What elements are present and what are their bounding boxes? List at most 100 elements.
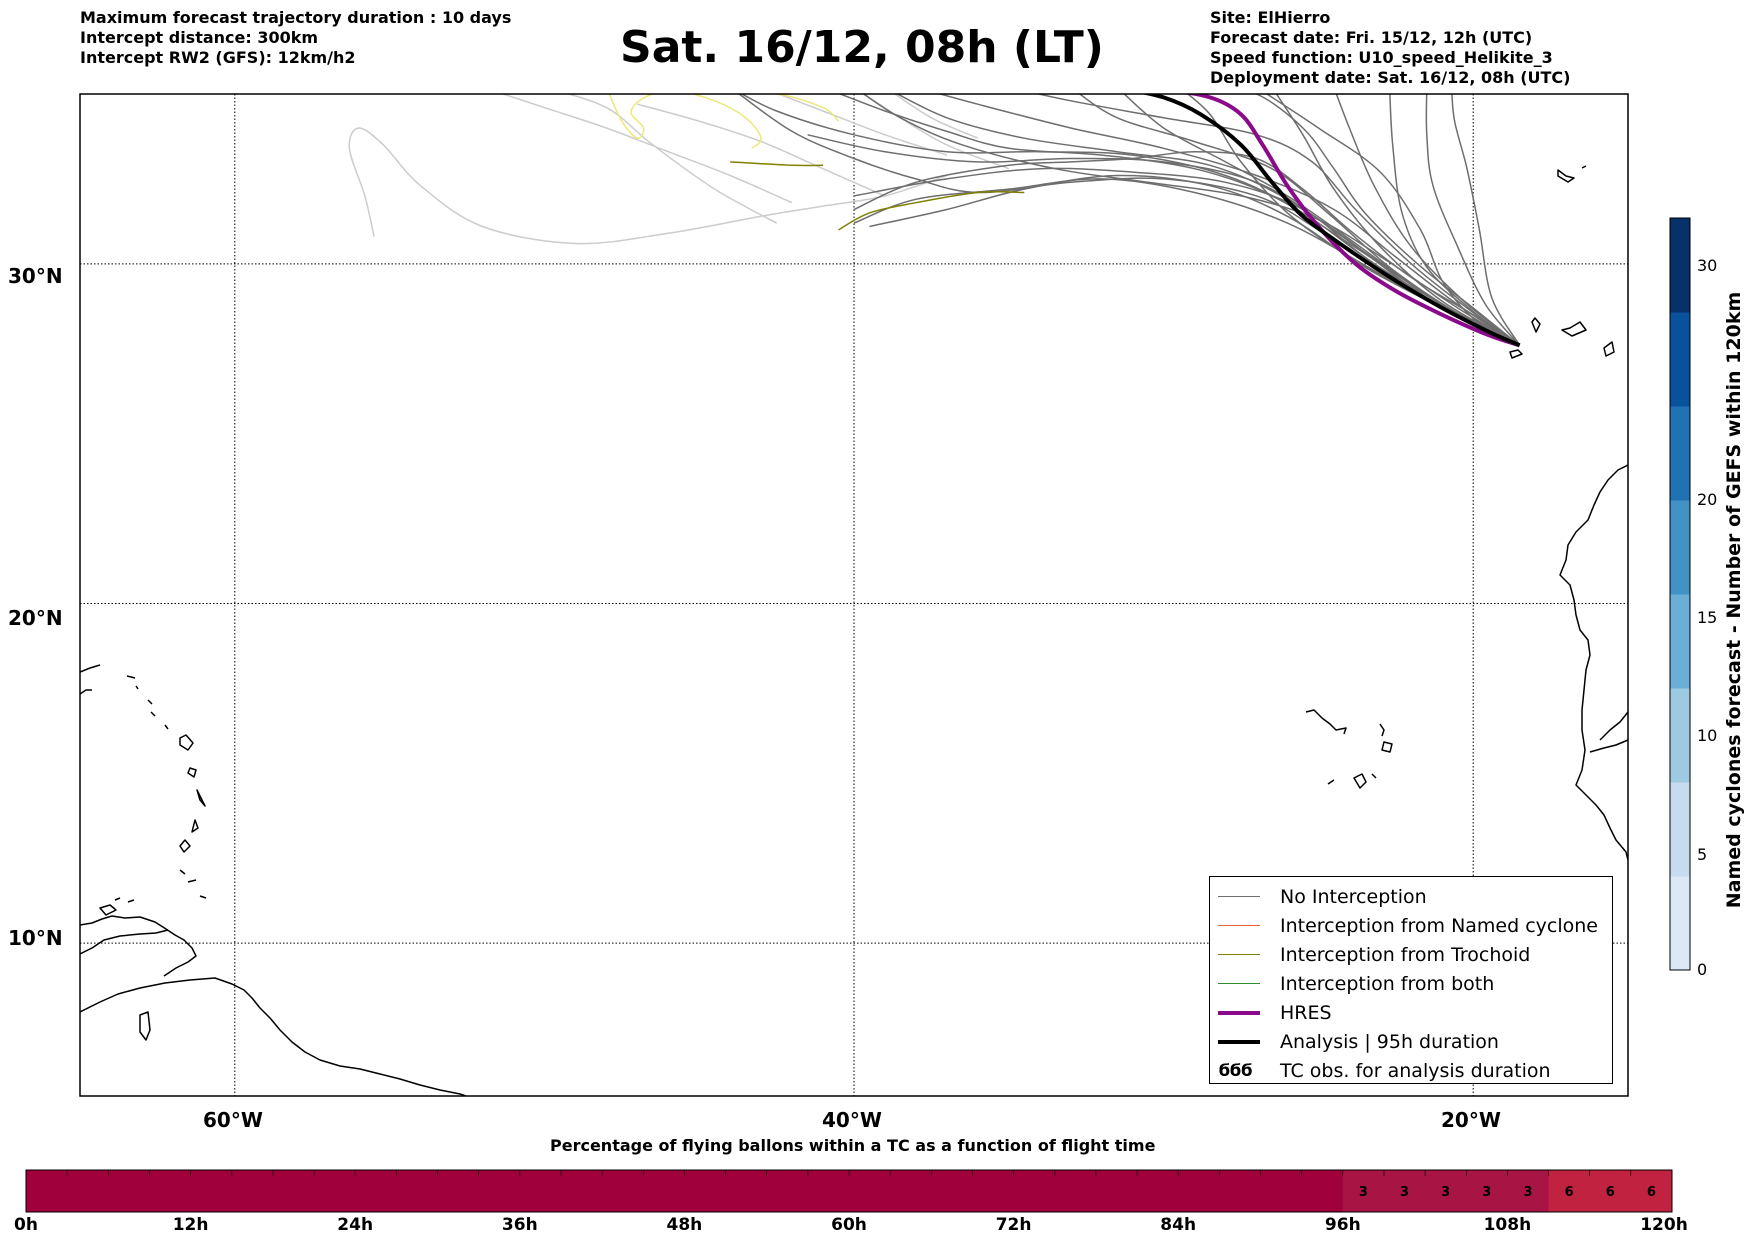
map-frame (79, 93, 1629, 1097)
map-legend: No Interception Interception from Named … (1209, 876, 1613, 1084)
trajectory-line (637, 103, 886, 197)
colorbar-tick: 10 (1697, 726, 1718, 745)
legend-swatch (1218, 954, 1260, 955)
trajectory-line (1123, 94, 1520, 346)
trajectory-line (1425, 94, 1521, 346)
trajectory-line (1451, 94, 1521, 346)
lon-label-40w: 40°W (822, 1108, 882, 1132)
timebar-value: 3 (1482, 1185, 1491, 1200)
timebar-cell (1301, 1170, 1344, 1212)
page-title: Sat. 16/12, 08h (LT) (620, 22, 1104, 73)
timebar-tick: 0h (14, 1215, 38, 1235)
intercept-rw2-text: Intercept RW2 (GFS): 12km/h2 (80, 48, 356, 67)
timebar-cell (931, 1170, 973, 1212)
legend-item-tc-obs: ϭϭϭ TC obs. for analysis duration (1218, 1056, 1604, 1085)
trajectory-line (565, 94, 777, 224)
trajectory-line (740, 94, 1520, 346)
legend-swatch (1218, 896, 1260, 897)
timebar-tick: 12h (172, 1215, 209, 1235)
timebar-cell (1054, 1170, 1097, 1212)
timebar-cell (1630, 1170, 1673, 1212)
colorbar-segment (1670, 406, 1690, 501)
timebar-cell (314, 1170, 356, 1212)
trajectory-line (738, 94, 1520, 346)
timebar-cell (1260, 1170, 1303, 1212)
timebar-cell (1548, 1170, 1591, 1212)
trajectory-analysis (1141, 94, 1521, 348)
lat-label-20: 20°N (8, 606, 63, 630)
legend-item-no-interception: No Interception (1218, 882, 1604, 911)
madeira-small (1557, 165, 1587, 183)
south-america-coast (80, 977, 467, 1096)
timebar-cell (1589, 1170, 1632, 1212)
colorbar-segment (1670, 312, 1690, 407)
timebar-frame (25, 1169, 1673, 1213)
colorbar-tick: 5 (1697, 845, 1708, 864)
legend-item-trochoid: Interception from Trochoid (1218, 940, 1604, 969)
timebar-value: 6 (1565, 1185, 1574, 1200)
colorbar-tick: 0 (1697, 960, 1708, 979)
timebar-cell (1384, 1170, 1426, 1212)
timebar-cell (972, 1170, 1014, 1212)
timebar-cell (766, 1170, 809, 1212)
tc-symbol-icon: ϭϭϭ (1218, 1060, 1253, 1081)
legend-label: HRES (1280, 1001, 1332, 1024)
timebar-tick: 24h (337, 1215, 374, 1235)
timebar-cell (1013, 1170, 1056, 1212)
colorbar-tick: 30 (1697, 256, 1718, 275)
timebar-cell (1425, 1170, 1467, 1212)
timebar-cell (108, 1170, 150, 1212)
trajectories-trochoid (730, 161, 1025, 231)
timebar-cell (1466, 1170, 1508, 1212)
legend-label: TC obs. for analysis duration (1280, 1059, 1551, 1082)
timebar-cell (190, 1170, 233, 1212)
speed-function-text: Speed function: U10_speed_Helikite_3 (1210, 48, 1553, 67)
colorbar-segment (1670, 218, 1690, 313)
trajectory-line (838, 191, 1025, 231)
timebar-cell (149, 1170, 191, 1212)
trajectory-line (1389, 94, 1521, 346)
lon-label-20w: 20°W (1441, 1108, 1501, 1132)
caribbean-north (80, 664, 139, 695)
africa-coast (1559, 464, 1628, 861)
timebar-cell (1342, 1170, 1385, 1212)
timebar-value: 3 (1359, 1185, 1368, 1200)
colorbar-tick: 15 (1697, 608, 1718, 627)
timebar-value: 3 (1400, 1185, 1409, 1200)
trajectory-line (1035, 94, 1521, 346)
timebar-value: 3 (1441, 1185, 1450, 1200)
trajectories-light-gray (348, 94, 1010, 245)
timebar-tick: 108h (1483, 1215, 1532, 1235)
header-right: Site: ElHierro Forecast date: Fri. 15/12… (1210, 8, 1570, 88)
trajectory-line (807, 134, 1520, 346)
timebar-cell (1219, 1170, 1261, 1212)
site-text: Site: ElHierro (1210, 8, 1331, 27)
timebar-cell (890, 1170, 932, 1212)
legend-label: Interception from Named cyclone (1280, 914, 1598, 937)
timebar-tick: 36h (501, 1215, 538, 1235)
colorbar-title: Named cyclones forecast - Number of GEFS… (1723, 291, 1745, 909)
timebar-cell (684, 1170, 726, 1212)
trajectories-no-interception (738, 94, 1521, 346)
map-gridlines (80, 94, 1628, 1096)
legend-label: Analysis | 95h duration (1280, 1030, 1499, 1053)
timebar-tick: 48h (666, 1215, 703, 1235)
lesser-antilles (147, 699, 207, 899)
colorbar-segment (1670, 876, 1690, 971)
timebar-cells: 3 3 3 3 3 6 6 6 (25, 1169, 1673, 1213)
timebar-cell (849, 1170, 891, 1212)
colorbar-segment (1670, 500, 1690, 595)
lon-label-60w: 60°W (203, 1108, 263, 1132)
legend-swatch (1218, 925, 1260, 926)
colorbar-segment (1670, 688, 1690, 783)
africa-west-detail (1589, 711, 1628, 753)
timebar-cell (272, 1170, 315, 1212)
legend-item-named-cyclone: Interception from Named cyclone (1218, 911, 1604, 940)
trajectory-line (608, 94, 840, 140)
max-duration-text: Maximum forecast trajectory duration : 1… (80, 8, 512, 27)
trajectory-line (1078, 94, 1520, 346)
trajectory-line (937, 94, 1521, 346)
legend-swatch (1218, 1039, 1260, 1044)
timebar-cell (396, 1170, 438, 1212)
